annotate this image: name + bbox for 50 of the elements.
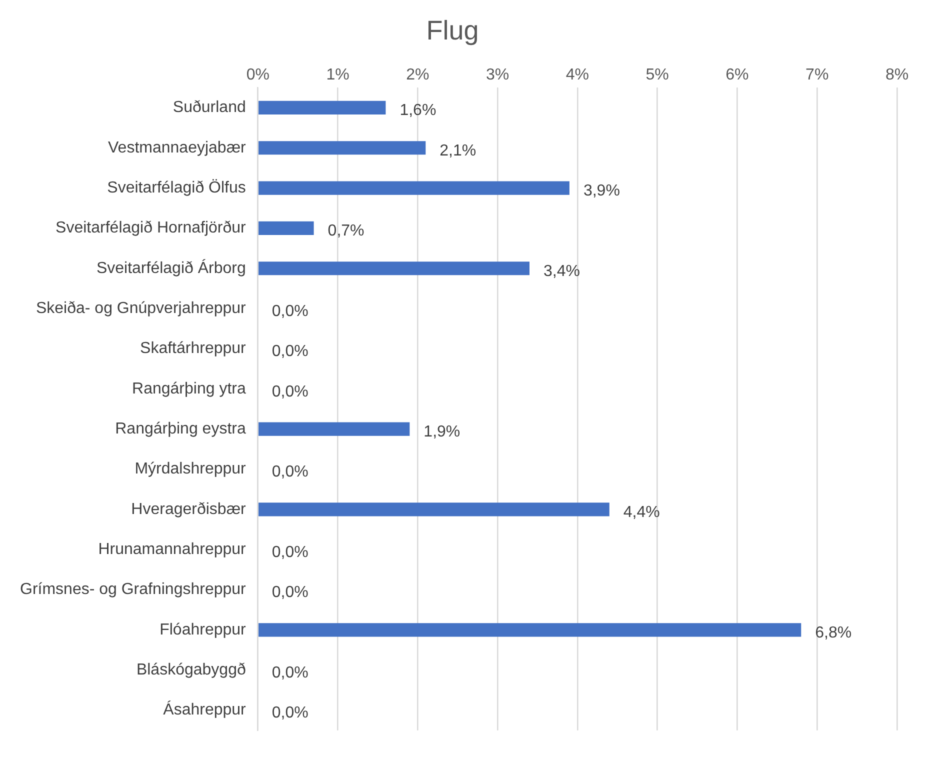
bar	[258, 623, 802, 637]
y-tick-label: Bláskógabyggð	[136, 662, 246, 679]
y-tick-label: Skaftárhreppur	[140, 340, 247, 358]
data-label: 4,4%	[623, 504, 660, 521]
data-label: 0,0%	[272, 343, 308, 360]
data-label: 0,0%	[272, 302, 308, 320]
bar	[258, 262, 530, 276]
x-tick-label: 7%	[806, 66, 829, 84]
data-label: 0,0%	[272, 664, 308, 682]
data-label: 3,4%	[544, 262, 580, 280]
x-tick-label: 6%	[726, 66, 749, 84]
chart-title: Flug	[426, 16, 479, 46]
x-tick-label: 8%	[885, 66, 909, 84]
x-tick-label: 5%	[646, 66, 669, 84]
data-label: 0,0%	[272, 584, 308, 602]
y-tick-label: Suðurland	[172, 99, 246, 116]
x-tick-label: 2%	[406, 66, 430, 84]
y-tick-label: Rangárþing ytra	[132, 380, 246, 398]
y-tick-label: Sveitarfélagið Árborg	[96, 258, 246, 277]
data-label: 0,0%	[272, 383, 308, 400]
bar	[258, 100, 386, 114]
y-tick-label: Skeiða- og Gnúpverjahreppur	[36, 300, 247, 317]
x-tick-label: 4%	[566, 66, 589, 84]
bar	[258, 502, 610, 516]
data-label: 0,0%	[272, 544, 308, 562]
x-tick-label: 1%	[326, 66, 350, 84]
y-tick-label: Sveitarfélagið Ölfus	[107, 178, 246, 196]
y-tick-label: Grímsnes- og Grafningshreppur	[20, 581, 247, 598]
y-tick-label: Rangárþing eystra	[115, 420, 246, 438]
bar	[258, 221, 314, 235]
data-label: 1,6%	[400, 102, 436, 120]
y-tick-label: Mýrdalshreppur	[134, 460, 247, 478]
y-tick-label: Flóahreppur	[160, 621, 247, 638]
y-tick-label: Hrunamannahreppur	[98, 541, 247, 558]
bar	[258, 181, 570, 195]
data-label: 3,9%	[583, 182, 620, 200]
y-tick-label: Vestmannaeyjabær	[108, 139, 247, 156]
y-tick-label: Hveragerðisbær	[131, 500, 247, 518]
data-label: 0,0%	[272, 464, 308, 481]
data-label: 0,7%	[328, 222, 364, 240]
y-tick-label: Ásahreppur	[163, 700, 247, 719]
data-label: 6,8%	[815, 624, 852, 642]
x-tick-label: 3%	[486, 66, 510, 84]
data-label: 2,1%	[440, 142, 476, 160]
bar	[258, 141, 426, 155]
bar	[258, 422, 410, 436]
x-tick-label: 0%	[246, 66, 270, 84]
data-label: 1,9%	[424, 423, 460, 440]
data-label: 0,0%	[272, 704, 308, 722]
y-tick-label: Sveitarfélagið Hornafjörður	[56, 220, 247, 237]
